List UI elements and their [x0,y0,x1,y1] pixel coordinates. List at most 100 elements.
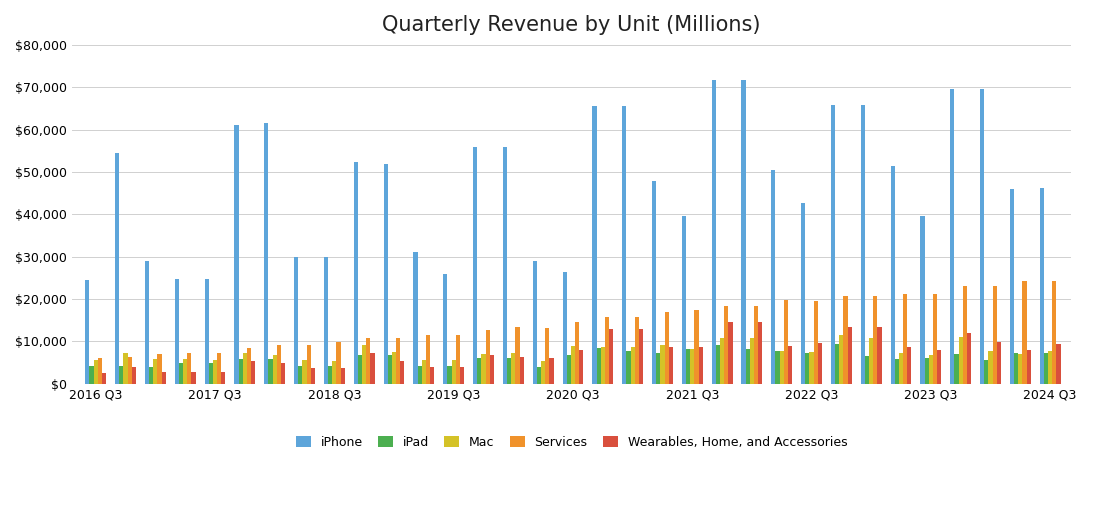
Bar [281,364,285,384]
Bar [268,359,273,384]
Bar [996,341,1001,384]
Bar [992,286,996,384]
Bar [1044,354,1048,384]
Bar [835,344,839,384]
Bar [592,106,597,384]
Bar [124,353,128,384]
Bar [958,337,963,384]
Bar [273,355,277,384]
Bar [550,358,554,384]
Bar [414,252,417,384]
Bar [422,361,426,384]
Bar [302,360,307,384]
Bar [865,356,869,384]
Bar [869,338,874,384]
Bar [638,329,643,384]
Bar [771,170,775,384]
Bar [511,354,516,384]
Bar [247,348,251,384]
Bar [1052,281,1057,384]
Bar [503,147,507,384]
Bar [1048,351,1052,384]
Bar [482,354,485,384]
Bar [570,345,575,384]
Bar [243,353,247,384]
Bar [712,80,716,384]
Bar [162,372,165,384]
Bar [980,88,984,384]
Bar [750,338,754,384]
Bar [456,335,460,384]
Bar [532,261,537,384]
Bar [788,346,792,384]
Bar [652,181,656,384]
Bar [908,347,911,384]
Bar [809,351,814,384]
Bar [205,279,209,384]
Bar [635,317,638,384]
Bar [933,294,937,384]
Title: Quarterly Revenue by Unit (Millions): Quarterly Revenue by Unit (Millions) [382,15,761,35]
Bar [839,335,843,384]
Bar [903,294,908,384]
Bar [1023,281,1027,384]
Bar [149,367,153,384]
Bar [861,106,865,384]
Bar [690,349,694,384]
Bar [967,333,971,384]
Bar [665,312,669,384]
Bar [192,372,196,384]
Bar [685,349,690,384]
Bar [563,272,567,384]
Bar [183,359,187,384]
Bar [178,363,183,384]
Bar [298,366,302,384]
Bar [895,359,899,384]
Bar [392,352,396,384]
Bar [239,359,243,384]
Bar [187,353,192,384]
Bar [775,351,780,384]
Bar [575,322,579,384]
Bar [396,338,401,384]
Bar [877,327,881,384]
Bar [307,345,311,384]
Bar [516,327,519,384]
Bar [97,359,102,384]
Bar [682,216,685,384]
Bar [1018,354,1023,384]
Bar [631,347,635,384]
Bar [175,279,178,384]
Bar [426,335,430,384]
Bar [489,355,494,384]
Bar [802,203,805,384]
Bar [131,367,136,384]
Bar [937,349,942,384]
Bar [805,353,809,384]
Bar [1027,350,1030,384]
Bar [362,345,366,384]
Bar [328,367,332,384]
Bar [388,356,392,384]
Bar [519,357,523,384]
Bar [1057,344,1061,384]
Bar [209,363,212,384]
Bar [780,351,784,384]
Bar [460,367,464,384]
Bar [814,301,818,384]
Bar [924,358,929,384]
Bar [758,322,762,384]
Bar [609,329,613,384]
Bar [383,164,388,384]
Bar [102,373,106,384]
Bar [929,355,933,384]
Bar [721,338,724,384]
Bar [417,366,422,384]
Bar [119,366,124,384]
Bar [597,348,601,384]
Bar [622,106,626,384]
Bar [153,360,158,384]
Bar [716,345,721,384]
Bar [567,355,570,384]
Bar [354,162,358,384]
